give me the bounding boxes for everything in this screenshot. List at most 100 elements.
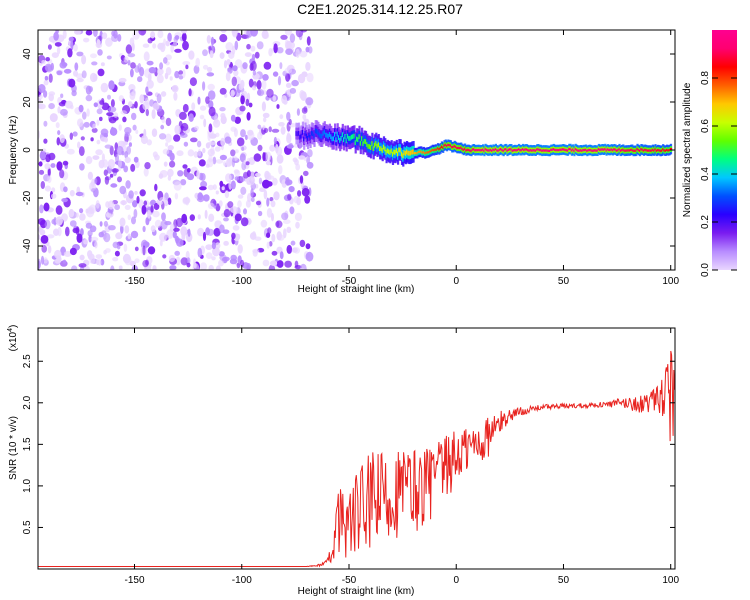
noise-speckle [40, 255, 45, 265]
noise-speckle [306, 36, 311, 46]
noise-speckle [92, 123, 97, 129]
x-tick-label: 0 [453, 575, 459, 586]
noise-speckle [59, 134, 65, 144]
noise-speckle [293, 195, 299, 204]
noise-speckle [124, 225, 130, 234]
ridge-core [393, 149, 396, 155]
noise-speckle [181, 213, 188, 224]
noise-speckle [262, 179, 270, 189]
noise-speckle [146, 79, 154, 89]
noise-speckle [152, 151, 158, 158]
noise-speckle [195, 57, 200, 68]
noise-speckle [265, 151, 272, 162]
noise-speckle [142, 43, 150, 48]
ridge-core [624, 149, 627, 152]
ridge-core [618, 148, 621, 151]
noise-speckle [120, 140, 126, 147]
noise-speckle [74, 62, 79, 71]
ridge-core [417, 150, 420, 154]
spectrogram-noise-layer [38, 30, 314, 270]
noise-speckle [75, 73, 84, 79]
noise-speckle [234, 176, 240, 181]
noise-speckle [234, 116, 241, 125]
y-tick-label: -20 [22, 190, 33, 205]
noise-speckle [271, 128, 280, 133]
noise-speckle [283, 99, 288, 105]
noise-speckle [182, 61, 191, 66]
ridge-core [659, 149, 662, 153]
ridge-core [606, 148, 609, 151]
noise-speckle [273, 136, 277, 145]
noise-speckle [136, 195, 140, 204]
ridge-core [429, 150, 432, 153]
ridge-core [574, 147, 577, 151]
noise-speckle [183, 141, 189, 147]
ridge-core [498, 148, 501, 151]
noise-speckle [206, 158, 214, 168]
ridge-core [336, 131, 339, 137]
ridge-core [575, 148, 579, 152]
snr-frame [37, 327, 676, 570]
noise-speckle [45, 65, 53, 73]
ridge-core [390, 148, 393, 154]
ridge-core [556, 148, 559, 152]
noise-speckle [131, 42, 135, 51]
ridge-core [425, 151, 428, 154]
noise-speckle [230, 254, 237, 261]
noise-speckle [288, 142, 294, 149]
noise-speckle [100, 128, 109, 136]
noise-speckle [202, 64, 209, 70]
noise-speckle [96, 39, 101, 48]
noise-speckle [200, 262, 207, 270]
snr-scale-base: (x10 [8, 331, 19, 351]
noise-speckle [185, 64, 189, 70]
noise-speckle [139, 189, 146, 197]
noise-speckle [156, 68, 164, 76]
spectrogram-x-axis: -150 -100 -50 0 50 100 [125, 30, 679, 287]
noise-speckle [48, 73, 53, 83]
noise-speckle [95, 200, 100, 209]
noise-speckle [250, 30, 258, 37]
noise-speckle [157, 42, 164, 50]
ridge-core [381, 148, 384, 153]
noise-speckle [128, 101, 133, 108]
noise-speckle [182, 164, 188, 169]
noise-speckle [65, 226, 70, 237]
noise-speckle [273, 43, 278, 54]
noise-speckle [207, 83, 215, 91]
noise-speckle [225, 42, 234, 51]
noise-speckle [281, 212, 289, 221]
noise-speckle [132, 124, 137, 131]
noise-speckle [215, 190, 219, 195]
noise-speckle [117, 176, 122, 183]
noise-speckle [102, 32, 108, 40]
noise-speckle [54, 249, 62, 259]
ridge-core [514, 148, 517, 152]
snr-x-label: Height of straight line (km) [298, 586, 415, 597]
noise-speckle [297, 190, 302, 197]
colorbar-ticks: 0.0 0.2 0.4 0.6 0.8 [700, 71, 737, 277]
ridge-core [500, 148, 503, 151]
noise-speckle [199, 114, 205, 120]
noise-speckle [289, 206, 295, 215]
ridge-core [502, 149, 505, 152]
ridge-core [613, 148, 616, 151]
noise-speckle [250, 188, 254, 198]
noise-speckle [284, 260, 292, 268]
noise-speckle [144, 162, 151, 170]
noise-speckle [291, 79, 299, 87]
noise-speckle [224, 136, 232, 144]
ridge-core [346, 133, 349, 139]
noise-speckle [268, 241, 273, 247]
noise-speckle [95, 254, 103, 259]
noise-speckle [67, 48, 73, 58]
noise-speckle [41, 60, 46, 65]
noise-speckle [248, 78, 254, 88]
noise-speckle [103, 249, 107, 255]
ridge-core [323, 129, 326, 135]
noise-speckle [220, 137, 226, 147]
snr-y-label: SNR (10 * v/v) [8, 416, 19, 480]
noise-speckle [215, 265, 221, 270]
noise-speckle [277, 75, 282, 86]
noise-speckle [124, 157, 131, 164]
